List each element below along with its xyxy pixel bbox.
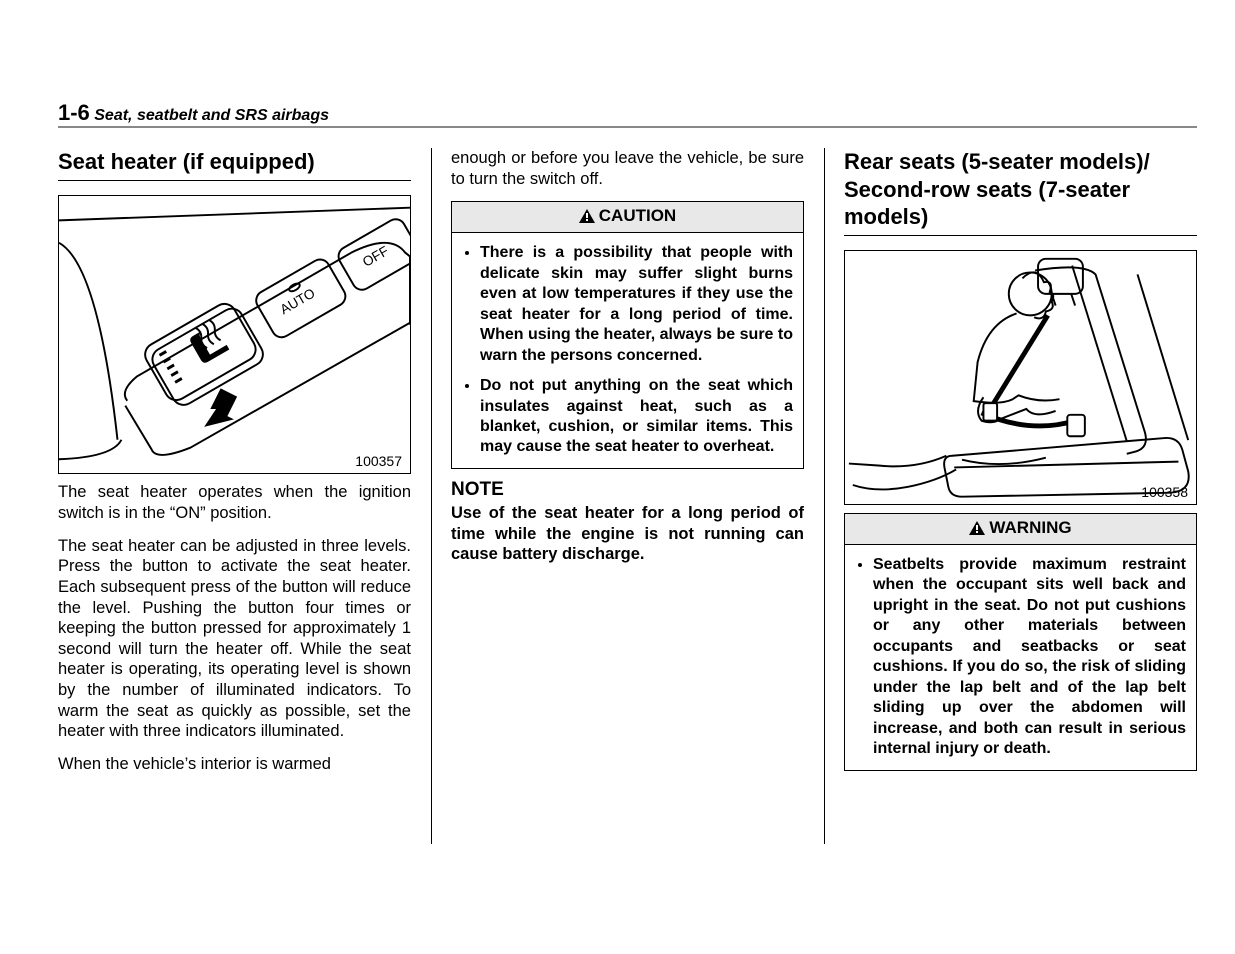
caution-body: There is a possibility that people with … bbox=[452, 233, 803, 468]
figure-seat-heater-switch: AUTO OFF 100357 bbox=[58, 195, 411, 475]
warning-heading: WARNING bbox=[845, 514, 1196, 545]
figure-id: 100357 bbox=[355, 453, 402, 469]
figure-rear-seat-occupant: 100358 bbox=[844, 250, 1197, 506]
note-heading: NOTE bbox=[451, 479, 804, 501]
caution-item: Do not put anything on the seat which in… bbox=[480, 376, 793, 458]
rear-seat-illustration bbox=[845, 251, 1196, 505]
caution-box: CAUTION There is a possibility that peop… bbox=[451, 201, 804, 469]
warning-item: Seatbelts provide maximum restraint when… bbox=[873, 555, 1186, 760]
section-rear-seats: Rear seats (5-seater models)/ Second-row… bbox=[844, 148, 1197, 771]
heading-rear-seats: Rear seats (5-seater models)/ Second-row… bbox=[844, 148, 1197, 231]
para-ignition: The seat heater operates when the igniti… bbox=[58, 482, 411, 523]
warning-label: WARNING bbox=[989, 518, 1071, 537]
heading-rule bbox=[844, 235, 1197, 236]
page-number: 1-6 bbox=[58, 100, 90, 125]
manual-page: 1-6 Seat, seatbelt and SRS airbags Seat … bbox=[0, 0, 1235, 954]
figure-id: 100358 bbox=[1141, 484, 1188, 500]
warning-triangle-icon bbox=[969, 520, 985, 540]
caution-label: CAUTION bbox=[599, 206, 676, 225]
heading-seat-heater: Seat heater (if equipped) bbox=[58, 148, 411, 176]
running-header: 1-6 Seat, seatbelt and SRS airbags bbox=[58, 100, 1197, 126]
para-warmed-tail: enough or before you leave the vehicle, … bbox=[451, 148, 804, 189]
warning-body: Seatbelts provide maximum restraint when… bbox=[845, 545, 1196, 770]
header-rule bbox=[58, 126, 1197, 128]
three-column-body: Seat heater (if equipped) bbox=[58, 148, 1197, 844]
warning-box: WARNING Seatbelts provide maximum restra… bbox=[844, 513, 1197, 771]
caution-item: There is a possibility that people with … bbox=[480, 243, 793, 366]
running-title: Seat, seatbelt and SRS airbags bbox=[94, 107, 329, 124]
note-text: Use of the seat heater for a long period… bbox=[451, 503, 804, 565]
seat-heater-switch-illustration: AUTO OFF bbox=[59, 196, 410, 474]
warning-triangle-icon bbox=[579, 208, 595, 228]
heading-rule bbox=[58, 180, 411, 181]
section-seat-heater: Seat heater (if equipped) bbox=[58, 148, 411, 524]
para-warmed-lead: When the vehicle’s interior is warmed bbox=[58, 754, 411, 775]
para-operation: The seat heater can be adjusted in three… bbox=[58, 536, 411, 742]
caution-heading: CAUTION bbox=[452, 202, 803, 233]
label-auto: AUTO bbox=[278, 285, 318, 317]
